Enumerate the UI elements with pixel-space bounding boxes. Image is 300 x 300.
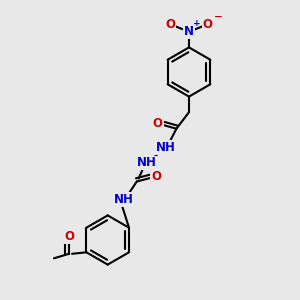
Text: NH: NH [114, 193, 134, 206]
Text: −: − [214, 12, 222, 22]
Text: NH: NH [137, 156, 157, 170]
Text: O: O [153, 117, 163, 130]
Text: N: N [184, 25, 194, 38]
Text: O: O [64, 230, 74, 243]
Text: +: + [193, 19, 201, 28]
Text: O: O [202, 18, 213, 31]
Text: O: O [151, 169, 161, 183]
Text: O: O [165, 18, 176, 31]
Text: NH: NH [156, 141, 176, 154]
